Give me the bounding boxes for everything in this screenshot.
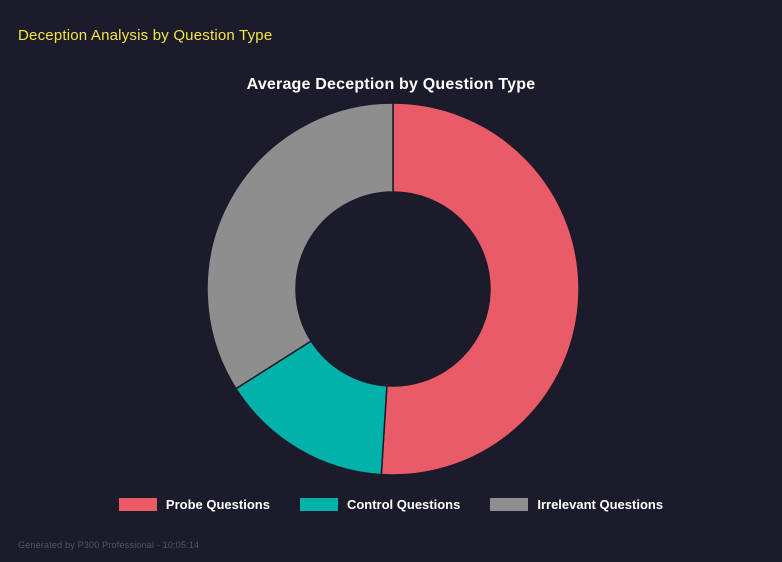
chart-title: Average Deception by Question Type (246, 76, 536, 93)
legend-label: Control Questions (346, 497, 461, 512)
donut-segment-2[interactable] (206, 102, 394, 390)
chart-legend: Probe Questions Control Questions Irreleva… (0, 497, 782, 512)
legend-label: Irrelevant Questions (537, 497, 664, 512)
donut-chart-svg (206, 102, 580, 476)
legend-color-box (490, 498, 529, 511)
legend-color-box (299, 498, 338, 511)
legend-item[interactable]: Control Questions (299, 497, 461, 512)
donut-chart (203, 99, 583, 479)
page-title: Deception Analysis by Question Type (18, 27, 273, 44)
legend-color-box (118, 498, 157, 511)
footer-note: Generated by P300 Professional - 10:05:1… (18, 540, 200, 550)
legend-item[interactable]: Probe Questions (118, 497, 270, 512)
donut-segment-0[interactable] (380, 102, 580, 476)
legend-item[interactable]: Irrelevant Questions (490, 497, 663, 512)
legend-label: Probe Questions (165, 497, 270, 512)
